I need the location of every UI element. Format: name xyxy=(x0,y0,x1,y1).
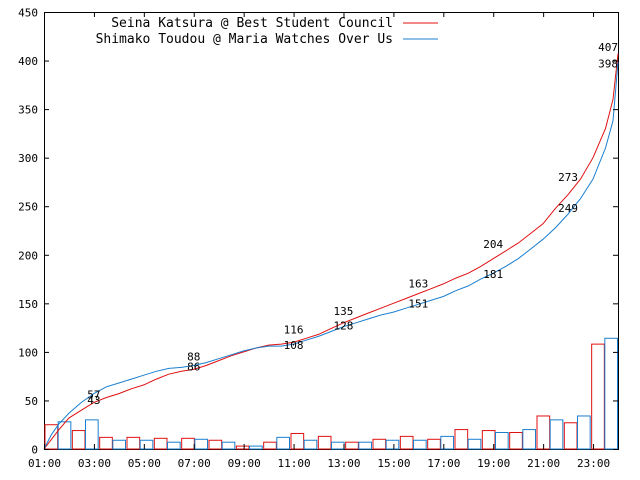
x-tick-label: 21:00 xyxy=(527,457,560,470)
bar xyxy=(345,441,359,450)
y-tick-label: 450 xyxy=(18,7,38,20)
y-tick-label: 100 xyxy=(18,346,38,359)
legend-label-seina-katsura: Seina Katsura @ Best Student Council xyxy=(111,16,393,31)
data-label: 151 xyxy=(408,297,428,310)
x-tick-label: 11:00 xyxy=(278,457,311,470)
x-tick-label: 01:00 xyxy=(28,457,61,470)
legend: Seina Katsura @ Best Student Council Shi… xyxy=(96,16,438,47)
bar xyxy=(181,437,195,450)
x-tick-label: 03:00 xyxy=(78,457,111,470)
bar xyxy=(604,337,618,450)
y-tick-label: 350 xyxy=(18,104,38,117)
bar xyxy=(167,441,181,450)
y-tick-label: 50 xyxy=(25,395,38,408)
y-tick-label: 400 xyxy=(18,55,38,68)
bar xyxy=(591,343,605,450)
x-tick-label: 05:00 xyxy=(128,457,161,470)
bar xyxy=(221,441,236,450)
data-label: 128 xyxy=(334,320,354,333)
y-tick-label: 150 xyxy=(18,298,38,311)
x-tick-label: 07:00 xyxy=(178,457,211,470)
bar xyxy=(563,422,578,450)
bar xyxy=(194,438,208,450)
legend-label-shimako-toudou: Shimako Toudou @ Maria Watches Over Us xyxy=(96,32,393,47)
data-label: 407 xyxy=(598,41,618,54)
bar xyxy=(85,419,99,450)
bar xyxy=(467,438,482,450)
y-tick-label: 200 xyxy=(18,249,38,262)
bar xyxy=(290,432,305,450)
series-line xyxy=(43,62,619,450)
bar xyxy=(372,438,387,450)
bar xyxy=(549,419,564,450)
x-tick-label: 17:00 xyxy=(427,457,460,470)
data-labels: 43 88 116 135 163 204 273 407 57 86 108 128 151 181 24… xyxy=(87,41,618,407)
bar xyxy=(57,421,72,450)
bar xyxy=(577,415,591,450)
bar xyxy=(509,431,523,450)
bar xyxy=(139,439,154,450)
y-tick-label: 300 xyxy=(18,152,38,165)
bar xyxy=(481,430,496,450)
data-label: 273 xyxy=(558,171,578,184)
bar xyxy=(126,436,141,450)
bar xyxy=(358,441,373,450)
bar xyxy=(235,445,250,450)
x-tick-label: 15:00 xyxy=(377,457,410,470)
plot-frame xyxy=(44,12,619,450)
data-label: 163 xyxy=(408,278,428,291)
bar xyxy=(99,436,113,450)
data-label: 86 xyxy=(187,360,200,373)
data-label: 88 xyxy=(187,351,200,364)
x-tick-label: 19:00 xyxy=(477,457,510,470)
y-tick-label: 0 xyxy=(31,444,38,457)
bar xyxy=(276,436,291,450)
bar xyxy=(495,431,509,450)
bar xyxy=(522,429,536,450)
bar xyxy=(454,429,469,450)
data-label: 249 xyxy=(558,202,578,215)
bar xyxy=(112,439,127,450)
bar xyxy=(413,439,427,450)
bar xyxy=(385,439,400,450)
bar xyxy=(71,430,86,450)
data-label: 204 xyxy=(483,238,503,251)
data-label: 108 xyxy=(284,339,304,352)
bar xyxy=(303,439,318,450)
data-label: 57 xyxy=(87,389,100,402)
axis-ticks: 01:00 03:00 05:00 07:00 09:00 11:00 13:00 15:00… xyxy=(18,7,618,470)
hourly-bars xyxy=(44,337,618,450)
bar xyxy=(440,435,455,450)
cumulative-lines xyxy=(43,53,619,450)
series-line xyxy=(43,53,619,450)
y-tick-label: 250 xyxy=(18,201,38,214)
bar xyxy=(331,441,345,450)
x-tick-label: 13:00 xyxy=(327,457,360,470)
bar xyxy=(263,441,277,450)
bar xyxy=(249,445,263,450)
data-label: 43 xyxy=(87,394,100,407)
bar xyxy=(427,438,441,450)
bar xyxy=(399,435,414,450)
bar xyxy=(208,439,223,450)
data-label: 181 xyxy=(483,268,503,281)
data-label: 398 xyxy=(598,57,618,70)
x-tick-label: 23:00 xyxy=(577,457,610,470)
data-label: 135 xyxy=(334,305,354,318)
data-label: 116 xyxy=(284,323,304,336)
bar xyxy=(153,437,168,450)
x-tick-label: 09:00 xyxy=(228,457,261,470)
bar xyxy=(317,435,332,450)
